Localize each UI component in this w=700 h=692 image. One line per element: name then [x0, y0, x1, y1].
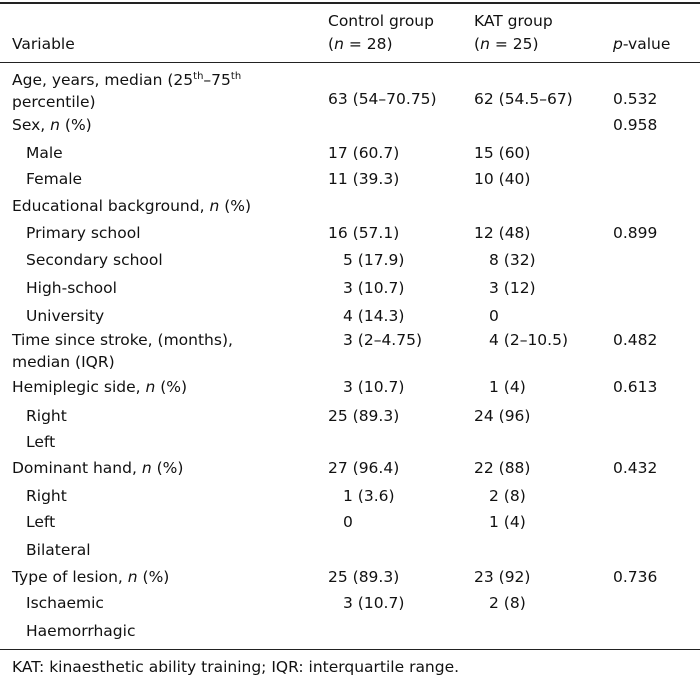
kat-value: 1 (4)	[489, 378, 526, 396]
header-kat-n: (n = 25)	[474, 35, 539, 53]
row-label: Left	[26, 513, 56, 531]
p-value: 0.736	[613, 568, 658, 586]
row-label: Male	[26, 144, 63, 162]
control-value: 25 (89.3)	[328, 407, 400, 425]
header-control-n: (n = 28)	[328, 35, 393, 53]
row-label: University	[26, 307, 105, 325]
p-value: 0.958	[613, 116, 658, 134]
kat-value: 62 (54.5–67)	[474, 90, 573, 108]
row-label: Bilateral	[26, 541, 91, 559]
kat-value: 24 (96)	[474, 407, 531, 425]
row-label: Time since stroke, (months), median (IQR)	[12, 331, 233, 371]
control-value: 3 (10.7)	[343, 378, 405, 396]
control-value: 4 (14.3)	[343, 307, 405, 325]
kat-value: 0	[489, 307, 499, 325]
p-value: 0.432	[613, 459, 658, 477]
kat-value: 8 (32)	[489, 251, 536, 269]
table-top-rule	[0, 2, 700, 4]
row-label: Dominant hand, n (%)	[12, 459, 184, 477]
row-label: Female	[26, 170, 83, 188]
kat-value: 12 (48)	[474, 224, 531, 242]
row-label: Sex, n (%)	[12, 116, 92, 134]
row-label: High-school	[26, 279, 117, 297]
control-value: 3 (2–4.75)	[343, 331, 423, 349]
header-kat-title: KAT group	[474, 12, 553, 30]
row-label: Right	[26, 407, 67, 425]
p-value: 0.899	[613, 224, 658, 242]
table-bottom-rule	[0, 649, 700, 650]
control-value: 3 (10.7)	[343, 594, 405, 612]
p-value: 0.613	[613, 378, 658, 396]
control-value: 16 (57.1)	[328, 224, 400, 242]
row-label: Ischaemic	[26, 594, 104, 612]
kat-value: 2 (8)	[489, 487, 526, 505]
table-row: Time since stroke, (months), median (IQR)…	[0, 329, 700, 373]
row-label: Type of lesion, n (%)	[12, 568, 170, 586]
row-label: Haemorrhagic	[26, 622, 136, 640]
control-value: 27 (96.4)	[328, 459, 400, 477]
kat-value: 15 (60)	[474, 144, 531, 162]
kat-value: 4 (2–10.5)	[489, 331, 569, 349]
row-label: Educational background, n (%)	[12, 197, 252, 215]
control-value: 5 (17.9)	[343, 251, 405, 269]
row-label: Hemiplegic side, n (%)	[12, 378, 188, 396]
header-control-title: Control group	[328, 12, 434, 30]
kat-value: 2 (8)	[489, 594, 526, 612]
row-label: Secondary school	[26, 251, 163, 269]
p-value: 0.532	[613, 90, 658, 108]
kat-value: 3 (12)	[489, 279, 536, 297]
kat-value: 10 (40)	[474, 170, 531, 188]
p-value: 0.482	[613, 331, 658, 349]
table-row: Age, years, median (25th–75th percentile)…	[0, 66, 700, 112]
control-value: 1 (3.6)	[343, 487, 395, 505]
control-value: 17 (60.7)	[328, 144, 400, 162]
kat-value: 22 (88)	[474, 459, 531, 477]
kat-value: 1 (4)	[489, 513, 526, 531]
control-value: 63 (54–70.75)	[328, 90, 437, 108]
control-value: 11 (39.3)	[328, 170, 400, 188]
row-label: Age, years, median (25th–75th percentile)	[12, 71, 242, 112]
header-pvalue: p-value	[613, 35, 671, 53]
row-label: Primary school	[26, 224, 141, 242]
header-variable: Variable	[12, 35, 75, 53]
table-footnote: KAT: kinaesthetic ability training; IQR:…	[12, 658, 460, 676]
control-value: 0	[343, 513, 353, 531]
row-label: Right	[26, 487, 67, 505]
header-rule	[0, 62, 700, 63]
control-value: 3 (10.7)	[343, 279, 405, 297]
kat-value: 23 (92)	[474, 568, 531, 586]
row-label: Left	[26, 433, 56, 451]
control-value: 25 (89.3)	[328, 568, 400, 586]
